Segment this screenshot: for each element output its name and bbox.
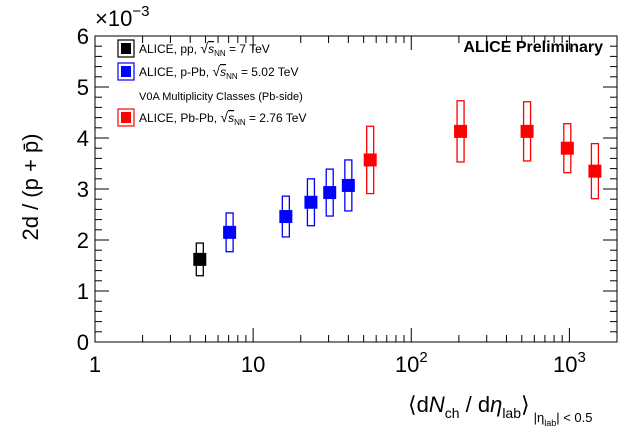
data-point-Pb-Pb (454, 124, 468, 138)
data-point-p-Pb (323, 186, 337, 200)
data-point-p-Pb (223, 225, 237, 239)
data-point-p-Pb (341, 178, 355, 192)
legend-entry-ppb: ALICE, p-Pb, √sNN = 5.02 TeV (117, 62, 298, 81)
legend-label-pbpb: ALICE, Pb-Pb, √sNN = 2.76 TeV (139, 109, 306, 127)
y-tick-label: 5 (77, 75, 89, 100)
data-point-pp (193, 252, 207, 266)
y-tick-label: 3 (77, 177, 89, 202)
legend-note: V0A Multiplicity Classes (Pb-side) (139, 91, 303, 103)
legend-marker-pp (121, 43, 131, 54)
data-point-p-Pb (279, 210, 293, 224)
legend-box-ppb (117, 62, 135, 81)
chart-title: ALICE Preliminary (463, 39, 603, 56)
legend-marker-pbpb (121, 112, 131, 123)
y-tick-label: 6 (77, 24, 89, 49)
x-axis-title: ⟨dNch / dηlab⟩|ηlab| < 0.5 (408, 392, 592, 428)
y-tick-label: 2 (77, 228, 89, 253)
data-point-Pb-Pb (588, 164, 602, 178)
x-tick-label: 102 (395, 349, 428, 377)
data-layer (193, 100, 602, 277)
legend-entry-pp: ALICE, pp, √sNN = 7 TeV (117, 39, 270, 58)
y-axis-title: 2d / (p + p̄) (18, 133, 43, 240)
legend-label-ppb: ALICE, p-Pb, √sNN = 5.02 TeV (139, 63, 298, 81)
axis-ticks (94, 35, 618, 343)
data-point-Pb-Pb (560, 141, 574, 155)
legend-box-pbpb (117, 108, 135, 127)
data-point-p-Pb (304, 195, 318, 209)
y-tick-label: 0 (77, 330, 89, 355)
x-tick-label: 10 (241, 352, 265, 377)
y-tick-label: 1 (77, 279, 89, 304)
data-point-Pb-Pb (520, 124, 534, 138)
legend: ALICE, pp, √sNN = 7 TeV ALICE, p-Pb, √sN… (117, 39, 306, 127)
x-tick-label: 1 (89, 352, 101, 377)
legend-box-pp (117, 39, 135, 58)
legend-label-pp: ALICE, pp, √sNN = 7 TeV (139, 40, 270, 58)
x-tick-label: 103 (553, 349, 586, 377)
legend-entry-pbpb: ALICE, Pb-Pb, √sNN = 2.76 TeV (117, 108, 306, 127)
data-point-Pb-Pb (363, 153, 377, 167)
y-tick-label: 4 (77, 126, 89, 151)
y-multiplier: ×10−3 (95, 3, 149, 31)
legend-marker-ppb (121, 66, 131, 77)
